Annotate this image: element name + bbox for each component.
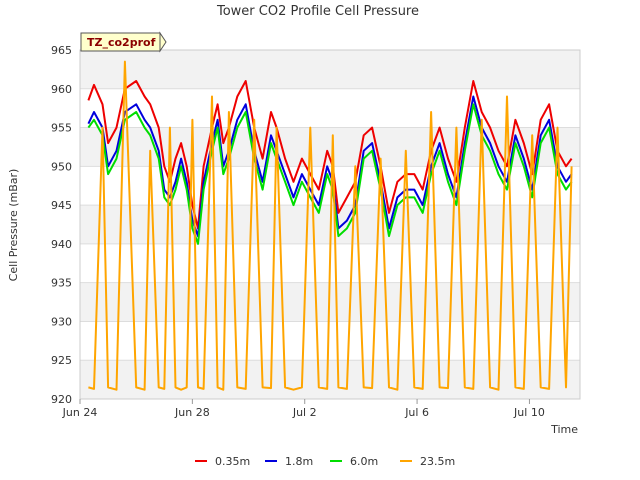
y-tick-label: 935 — [51, 277, 72, 290]
legend-label: 0.35m — [215, 455, 250, 468]
x-tick-label: Jul 2 — [292, 406, 317, 419]
series-line-0.35m — [87, 80, 573, 230]
y-tick-label: 930 — [51, 315, 72, 328]
x-tick-label: Jun 28 — [174, 406, 210, 419]
x-axis-ticks: Jun 24 Jun 28 Jul 2 Jul 6 Jul 10 — [62, 399, 545, 419]
y-tick-label: 925 — [51, 354, 72, 367]
y-tick-label: 960 — [51, 83, 72, 96]
grid-band — [80, 50, 580, 89]
x-tick-label: Jul 6 — [404, 406, 429, 419]
y-tick-label: 940 — [51, 238, 72, 251]
y-tick-label: 955 — [51, 122, 72, 135]
badge-label: TZ_co2prof — [87, 36, 156, 49]
x-tick-label: Jul 10 — [513, 406, 545, 419]
y-axis-ticks: 920 925 930 935 940 945 950 955 960 965 — [51, 44, 72, 406]
y-axis-title: Cell Pressure (mBar) — [7, 169, 20, 282]
y-tick-label: 945 — [51, 199, 72, 212]
legend-label: 6.0m — [350, 455, 378, 468]
series-badge: TZ_co2prof — [80, 31, 167, 53]
y-tick-label: 950 — [51, 160, 72, 173]
x-axis-title: Time — [550, 423, 578, 436]
legend-label: 1.8m — [285, 455, 313, 468]
y-tick-label: 920 — [51, 393, 72, 406]
legend-label: 23.5m — [420, 455, 455, 468]
y-tick-label: 965 — [51, 44, 72, 57]
series-line-23.5m — [88, 60, 573, 391]
series-line-6.0m — [87, 103, 573, 245]
chart-title: Tower CO2 Profile Cell Pressure — [216, 4, 419, 19]
x-tick-label: Jun 24 — [62, 406, 98, 419]
series-line-1.8m — [87, 95, 573, 238]
grid-band — [80, 360, 580, 399]
legend: 0.35m 1.8m 6.0m 23.5m — [195, 455, 455, 468]
plot-frame — [79, 49, 581, 400]
series-lines — [87, 60, 573, 391]
